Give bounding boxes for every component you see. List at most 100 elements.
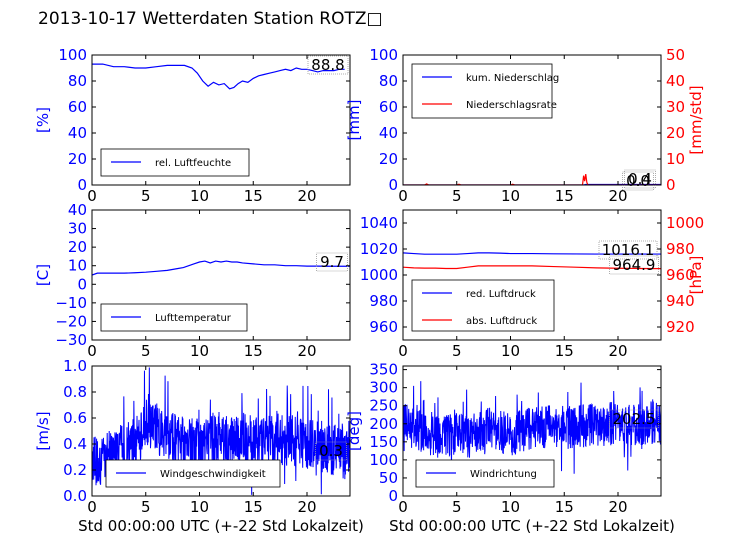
x-tick-label: 20 — [297, 342, 316, 360]
y-tick-label: 60 — [68, 98, 87, 116]
x-tick-label: 15 — [555, 187, 574, 205]
y-axis-label-right: [mm/std] — [687, 85, 705, 154]
x-tick-label: 15 — [555, 498, 574, 516]
x-tick-label: 20 — [297, 187, 316, 205]
x-tick-label: 20 — [608, 498, 627, 516]
series-line-windspeed-0 — [92, 367, 350, 495]
y-tick-label-right: 40 — [666, 72, 685, 90]
y-tick-label: −20 — [55, 312, 87, 330]
value-annotation: 1016.1 — [602, 241, 655, 259]
x-tick-label: 0 — [87, 187, 97, 205]
axes-frame — [91, 54, 351, 186]
y-tick-label: 20 — [68, 238, 87, 256]
y-tick-label: 350 — [369, 361, 398, 379]
value-annotation: 202.5 — [613, 410, 656, 428]
chart-temperature: 0 5 10 15 20−30−20−10010203040[C]Lufttempera… — [34, 201, 351, 360]
annotation-box — [622, 171, 654, 191]
x-tick-label: 15 — [555, 342, 574, 360]
x-tick-label: 20 — [608, 342, 627, 360]
y-tick-label-right: 1000 — [666, 214, 704, 232]
y-tick-label: 980 — [369, 292, 398, 310]
y-tick-label: 80 — [379, 72, 398, 90]
x-tick-label: 10 — [501, 342, 520, 360]
annotation-box — [598, 240, 658, 260]
legend-box — [411, 279, 555, 332]
x-axis-label: Std 00:00:00 UTC (+-22 Std Lokalzeit) — [78, 517, 364, 535]
legend-entry: Windgeschwindigkeit — [160, 469, 266, 480]
x-tick-label: 0 — [87, 342, 97, 360]
y-tick-label-right: 10 — [666, 150, 685, 168]
y-axis-label: [mm] — [345, 100, 363, 141]
value-annotation: 9.7 — [320, 253, 344, 271]
annotation-box — [307, 55, 349, 75]
chart-precip: 0 5 10 15 20 0 20 40 60 80 100 0 10 20 30 40 50 [mm] [mm/s… — [345, 46, 705, 205]
legend-entry: abs. Luftdruck — [466, 316, 537, 327]
y-tick-label: 0.0 — [63, 487, 87, 505]
x-tick-label: 10 — [190, 498, 209, 516]
axes-frame — [402, 54, 662, 186]
y-tick-label-right: 50 — [666, 46, 685, 64]
y-tick-label: 100 — [369, 451, 398, 469]
y-tick-label-right: 0 — [666, 176, 676, 194]
y-tick-label-right: 20 — [666, 124, 685, 142]
y-tick-label: 960 — [369, 318, 398, 336]
chart-pressure: 0 5 10 15 20 960 980 1000 1020 1040 920 940 960 980 10… — [360, 209, 705, 360]
y-tick-label: 100 — [58, 46, 87, 64]
y-tick-label: −30 — [55, 331, 87, 349]
x-tick-label: 10 — [190, 187, 209, 205]
y-tick-label: 100 — [369, 46, 398, 64]
y-tick-label: 40 — [68, 124, 87, 142]
series-line-pressure-1 — [403, 265, 661, 270]
y-tick-label: 250 — [369, 397, 398, 415]
x-tick-label: 5 — [452, 498, 462, 516]
legend-box — [411, 63, 553, 119]
x-tick-label: 5 — [141, 187, 151, 205]
y-tick-label: 80 — [68, 72, 87, 90]
y-tick-label: 0.2 — [63, 461, 87, 479]
annotation-box — [609, 409, 659, 429]
y-tick-label: 50 — [379, 469, 398, 487]
y-axis-label-right: [hPa] — [687, 256, 705, 295]
y-tick-label: 0.6 — [63, 409, 87, 427]
annotation-box — [609, 255, 659, 275]
x-tick-label: 20 — [608, 187, 627, 205]
y-tick-label: 300 — [369, 379, 398, 397]
x-tick-label: 10 — [190, 342, 209, 360]
y-tick-label: 30 — [68, 220, 87, 238]
x-axis-label: Std 00:00:00 UTC (+-22 Std Lokalzeit) — [389, 517, 675, 535]
annotation-box — [316, 252, 348, 272]
legend-entry: Lufttemperatur — [155, 313, 232, 324]
legend-entry: kum. Niederschlag — [466, 73, 559, 84]
y-axis-label: [m/s] — [34, 411, 52, 450]
x-tick-label: 5 — [452, 342, 462, 360]
x-tick-label: 15 — [244, 187, 263, 205]
series-line-winddir-0 — [403, 381, 661, 477]
x-tick-label: 15 — [244, 498, 263, 516]
x-tick-label: 10 — [501, 187, 520, 205]
annotation-box — [624, 169, 656, 189]
y-tick-label: 0.8 — [63, 383, 87, 401]
x-tick-label: 20 — [297, 498, 316, 516]
chart-humidity: 0 5 10 15 20 0 20 40 60 80 100 [%] rel. Luftfeuchte 8… — [34, 46, 351, 205]
legend-entry: red. Luftdruck — [466, 289, 536, 300]
y-tick-label: 40 — [379, 124, 398, 142]
x-tick-label: 0 — [398, 498, 408, 516]
x-tick-label: 15 — [244, 342, 263, 360]
y-tick-label: −10 — [55, 294, 87, 312]
series-line-humidity-0 — [92, 63, 345, 90]
y-tick-label: 0 — [388, 176, 398, 194]
x-tick-label: 0 — [398, 342, 408, 360]
value-annotation: 0.3 — [319, 442, 343, 460]
y-tick-label-right: 940 — [666, 292, 695, 310]
value-annotation: 0.4 — [628, 170, 652, 188]
x-tick-label: 5 — [452, 187, 462, 205]
y-tick-label: 1000 — [360, 266, 398, 284]
x-tick-label: 5 — [141, 498, 151, 516]
y-tick-label: 0 — [388, 487, 398, 505]
y-tick-label: 1020 — [360, 240, 398, 258]
y-tick-label: 60 — [379, 98, 398, 116]
x-tick-label: 10 — [501, 498, 520, 516]
axes-frame — [91, 209, 351, 341]
page-title: 2013-10-17 Wetterdaten Station ROTZ□ — [38, 9, 383, 29]
